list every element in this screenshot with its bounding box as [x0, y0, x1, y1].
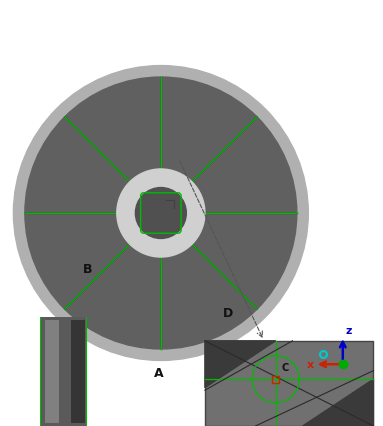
Bar [45, 320, 59, 423]
Circle shape [117, 169, 205, 257]
Text: C: C [282, 363, 289, 373]
Text: D: D [223, 308, 233, 320]
Text: B: B [83, 263, 93, 276]
Bar [272, 376, 279, 383]
Text: z: z [346, 326, 352, 336]
Bar [40, 317, 86, 426]
Text: x: x [307, 360, 314, 370]
Circle shape [25, 77, 297, 349]
Polygon shape [205, 341, 276, 388]
Circle shape [13, 66, 308, 360]
Text: A: A [154, 367, 164, 380]
Bar [205, 341, 373, 426]
Polygon shape [303, 379, 373, 426]
Circle shape [135, 187, 186, 239]
Bar [71, 320, 85, 423]
